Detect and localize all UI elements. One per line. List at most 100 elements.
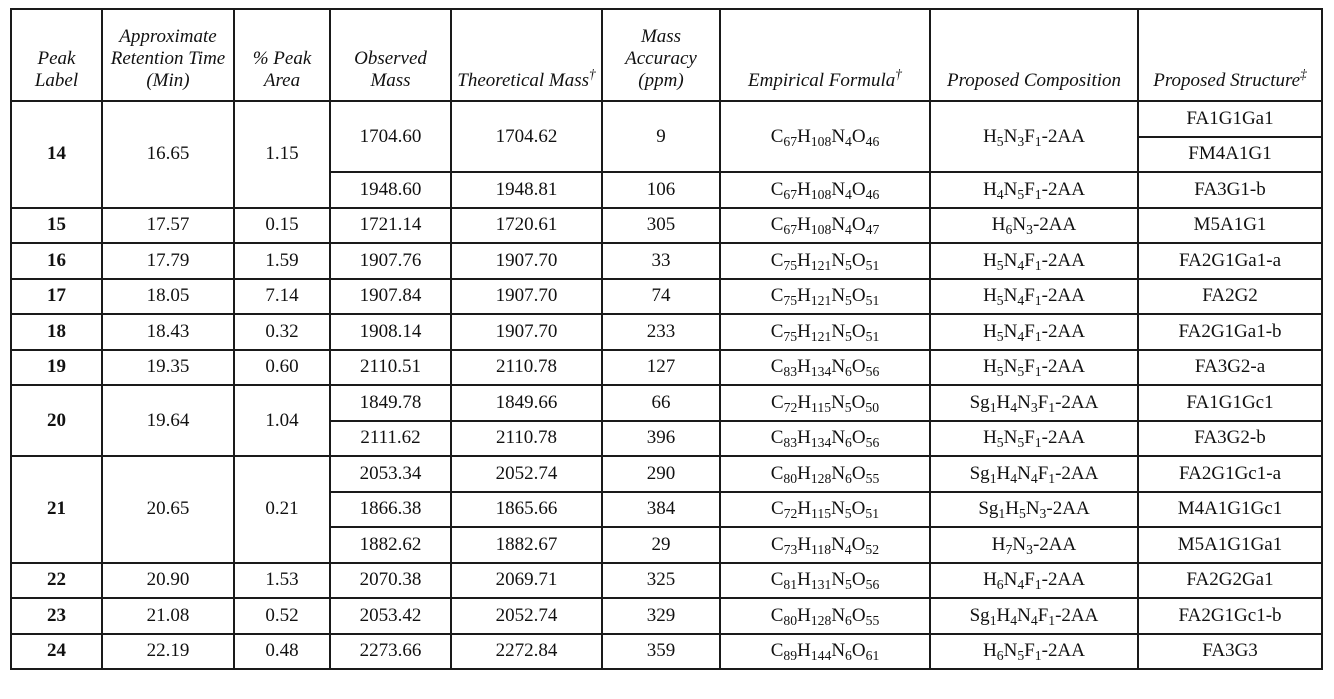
proposed-structure-cell: FA2G2Ga1 [1137,561,1323,599]
formula-count: 52 [865,541,880,557]
empirical-formula-cell: C72H115N5O51 [719,490,931,528]
formula-element: O [851,462,866,484]
empirical-formula-cell: C75H121N5O51 [719,313,931,351]
glycan-mass-table: Peak Label Approximate Retention Time (M… [10,8,1323,670]
composition-count: 1 [1034,293,1042,309]
formula-element: N [831,391,845,413]
composition-count: 1 [1034,435,1042,451]
formula-element: O [851,533,866,555]
table-row: 1866.38 1865.66 384 C72H115N5O51 Sg1H5N3-2AA… [11,490,1323,528]
theoretical-mass-cell: 2069.71 [450,561,603,599]
formula-element: O [851,427,866,449]
composition-count: 7 [1005,541,1013,557]
formula-element: H [797,427,811,449]
peak-label-cell: 18 [10,313,103,351]
formula-count: 75 [783,293,798,309]
composition-count: 5 [1018,506,1026,522]
composition-element: -2AA [1041,285,1085,307]
composition-element: N [1012,533,1027,555]
header-proposed-structure: Proposed Structure‡ [1137,8,1323,102]
proposed-composition-cell: H7N3-2AA [929,526,1139,564]
proposed-composition-cell: H6N5F1-2AA [929,632,1139,670]
formula-element: H [797,285,811,307]
mass-accuracy-cell: 33 [601,242,721,280]
theoretical-mass-cell: 2272.84 [450,632,603,670]
formula-element: N [831,462,846,484]
formula-count: 121 [810,257,832,273]
formula-element: O [851,569,866,591]
composition-count: 5 [1017,435,1025,451]
formula-element: C [770,178,784,200]
composition-element: H [991,214,1006,236]
empirical-formula-cell: C75H121N5O51 [719,242,931,280]
peak-label-cell: 24 [10,632,103,670]
composition-element: -2AA [1041,125,1085,147]
retention-time-cell: 20.65 [101,455,235,564]
composition-element: -2AA [1041,640,1085,662]
peak-label-cell: 14 [10,100,103,209]
mass-accuracy-cell: 29 [601,526,721,564]
composition-count: 4 [1010,612,1018,628]
composition-count: 4 [1030,470,1038,486]
formula-element: H [797,125,811,147]
formula-count: 80 [783,470,798,486]
proposed-composition-cell: H6N4F1-2AA [929,561,1139,599]
composition-count: 5 [996,328,1004,344]
formula-element: N [831,125,846,147]
formula-count: 6 [845,364,852,380]
formula-count: 115 [811,399,832,415]
composition-element: -2AA [1041,249,1085,271]
peak-area-cell: 7.14 [233,277,331,315]
composition-element: -2AA [1055,462,1099,484]
observed-mass-cell: 1948.60 [329,171,452,209]
observed-mass-cell: 1866.38 [329,490,452,528]
peak-area-cell: 0.52 [233,597,331,635]
formula-element: C [770,462,784,484]
proposed-composition-cell: H5N5F1-2AA [929,348,1139,386]
peak-label-cell: 19 [10,348,103,386]
header-theoretical-mark: † [589,66,596,82]
formula-count: 81 [783,577,798,593]
composition-count: 6 [996,648,1004,664]
header-theoretical-mass: Theoretical Mass† [450,8,603,102]
formula-element: O [851,249,866,271]
composition-element: H [1005,498,1019,520]
composition-element: F [1024,569,1035,591]
formula-count: 5 [844,506,852,522]
formula-element: H [797,533,812,555]
composition-count: 4 [1010,470,1018,486]
proposed-composition-cell: H4N5F1-2AA [929,171,1139,209]
header-proposed-structure-text: Proposed Structure [1153,70,1301,92]
formula-count: 80 [783,612,798,628]
proposed-structure-cell: FA3G2-b [1137,419,1323,457]
formula-count: 46 [865,186,880,202]
composition-count: 6 [996,577,1004,593]
empirical-formula-cell: C81H131N5O56 [719,561,931,599]
retention-time-cell: 16.65 [101,100,235,209]
proposed-structure-cell: FA2G1Ga1-a [1137,242,1323,280]
table-row: 18 18.43 0.32 1908.14 1907.70 233 C75H121N5O51… [10,313,1323,351]
formula-element: N [831,285,846,307]
observed-mass-cell: 2053.34 [329,455,452,493]
composition-count: 1 [1034,364,1042,380]
retention-time-cell: 18.05 [101,277,235,315]
formula-count: 121 [810,293,832,309]
composition-element: N [1003,249,1018,271]
peak-label-cell: 15 [10,206,103,244]
formula-count: 5 [845,293,852,309]
mass-accuracy-cell: 325 [601,561,721,599]
observed-mass-cell: 2110.51 [329,348,452,386]
proposed-structure-cell: M5A1G1 [1137,206,1323,244]
table-row: FM4A1G1 [11,135,1323,173]
formula-element: N [831,178,846,200]
table-row: 17 18.05 7.14 1907.84 1907.70 74 C75H121N5O51 H… [10,277,1323,315]
formula-count: 6 [845,470,852,486]
formula-count: 73 [783,541,798,557]
formula-count: 4 [845,186,852,202]
composition-count: 1 [1048,399,1056,415]
composition-element: H [996,462,1011,484]
composition-count: 5 [996,364,1004,380]
proposed-structure-cell: FA3G3 [1137,632,1323,670]
proposed-structure-cell: FA2G1Gc1-a [1137,455,1323,493]
peak-area-cell: 0.15 [233,206,331,244]
